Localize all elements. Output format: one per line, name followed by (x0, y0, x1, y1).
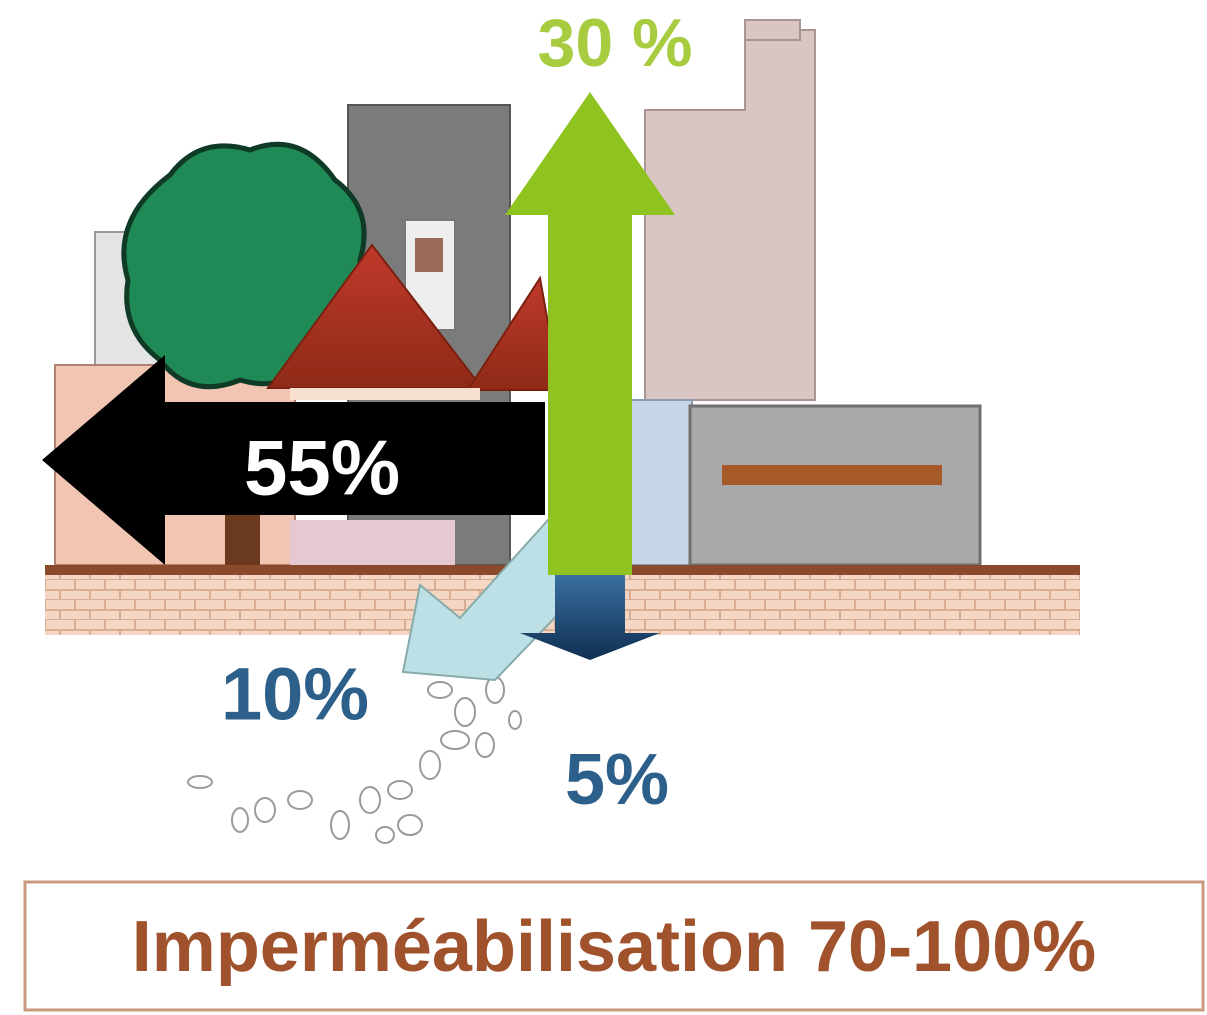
house-wall (290, 520, 455, 565)
sign (722, 465, 942, 485)
tree-trunk (225, 510, 260, 565)
runoff-arrow (42, 355, 545, 565)
eave (290, 388, 480, 400)
caption-box (23, 880, 1205, 1012)
chimney (744, 19, 801, 41)
building (629, 399, 693, 566)
caption: Imperméabilisation 70-100% (132, 907, 1096, 987)
evaporation-arrow (505, 92, 675, 575)
pebbles (187, 676, 522, 844)
evaporation-label: 30 % (538, 5, 693, 81)
runoff-label: 55% (244, 424, 400, 512)
window (415, 238, 443, 272)
deep-infiltration-arrow (520, 575, 660, 660)
building (688, 404, 982, 567)
shallow-infiltration-label: 10% (221, 653, 369, 736)
deep-infiltration-label: 5% (565, 740, 669, 820)
